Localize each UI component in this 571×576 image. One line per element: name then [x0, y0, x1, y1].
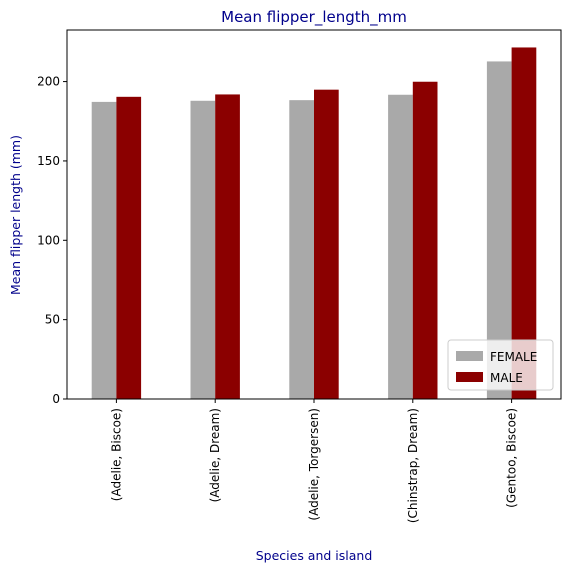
y-axis: 0 50 100 150 200 [37, 75, 67, 406]
x-tick-label: (Gentoo, Biscoe) [505, 408, 519, 508]
bar-male-1 [215, 94, 240, 399]
x-tick-label: (Adelie, Dream) [208, 408, 222, 502]
bar-male-2 [314, 89, 339, 399]
x-tick-label: (Adelie, Biscoe) [109, 408, 123, 501]
bar-female-2 [289, 100, 314, 399]
y-axis-label: Mean flipper length (mm) [8, 135, 23, 295]
y-tick-label: 50 [45, 313, 60, 327]
legend-label-female: FEMALE [490, 350, 537, 364]
y-tick-label: 100 [37, 233, 60, 247]
bar-male-3 [412, 81, 438, 400]
x-axis: (Adelie, Biscoe) (Adelie, Dream) (Adelie, … [109, 399, 519, 523]
x-tick-label: (Adelie, Torgersen) [307, 408, 321, 521]
bar-female-0 [91, 101, 117, 400]
x-tick-label: (Chinstrap, Dream) [406, 408, 420, 523]
y-tick-label: 150 [37, 154, 60, 168]
legend: FEMALE MALE [447, 339, 554, 391]
legend-label-male: MALE [490, 371, 523, 385]
bar-female-3 [388, 94, 413, 400]
legend-swatch-male [456, 372, 483, 382]
y-tick-label: 200 [37, 75, 60, 89]
y-tick-label: 0 [52, 392, 60, 406]
plot-frame [66, 29, 562, 400]
bar-male-0 [116, 96, 142, 399]
x-axis-label: Species and island [256, 548, 373, 563]
chart-title: Mean flipper_length_mm [221, 8, 407, 27]
bar-female-1 [190, 100, 216, 399]
legend-swatch-female [456, 351, 483, 361]
